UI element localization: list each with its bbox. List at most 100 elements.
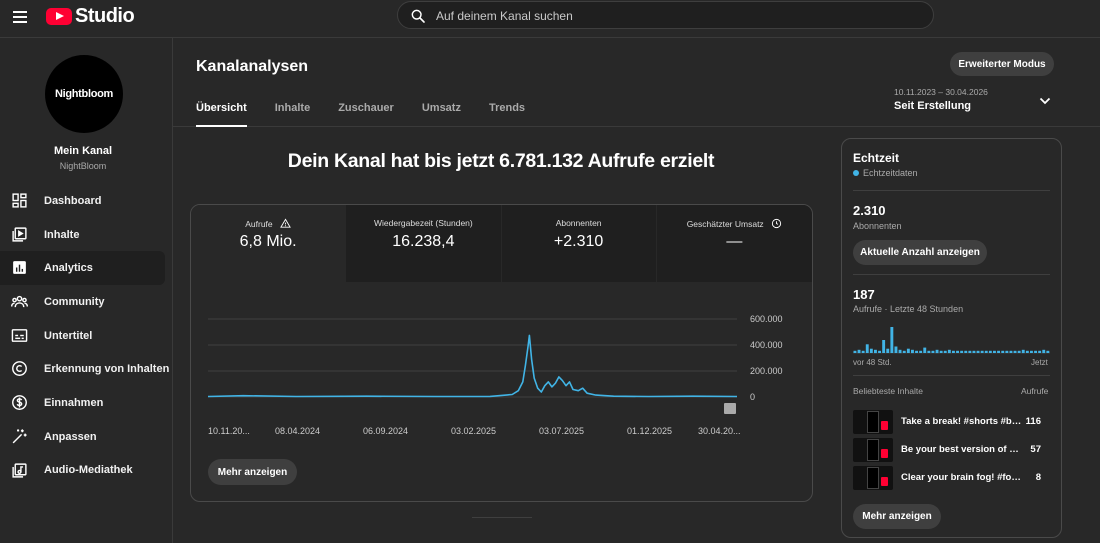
show-more-button[interactable]: Mehr anzeigen xyxy=(208,459,297,485)
realtime-bar[interactable] xyxy=(919,350,923,353)
metric-label: Aufrufe xyxy=(245,219,273,229)
realtime-bar[interactable] xyxy=(931,350,935,353)
realtime-bar[interactable] xyxy=(874,349,877,354)
realtime-bar[interactable] xyxy=(972,350,976,353)
metric-watch-time[interactable]: Wiedergabezeit (Stunden) 16.238,4 xyxy=(346,205,502,282)
realtime-bar[interactable] xyxy=(927,350,931,353)
sidebar-item-analytics[interactable]: Analytics xyxy=(0,251,165,286)
sidebar-item-copyright[interactable]: Erkennung von Inhalten xyxy=(0,352,169,386)
tab-audience[interactable]: Zuschauer xyxy=(338,102,394,114)
tab-trends[interactable]: Trends xyxy=(488,102,526,114)
metric-views[interactable]: Aufrufe 6,8 Mio. xyxy=(191,205,347,282)
sidebar-item-earn[interactable]: Einnahmen xyxy=(0,386,165,420)
search-input[interactable] xyxy=(436,8,916,24)
realtime-bar[interactable] xyxy=(1005,350,1009,353)
realtime-bar[interactable] xyxy=(902,350,906,353)
realtime-bar[interactable] xyxy=(886,348,890,353)
advanced-mode-button[interactable]: Erweiterter Modus xyxy=(950,52,1054,76)
youtube-studio-logo[interactable]: Studio xyxy=(46,5,135,27)
tab-revenue[interactable]: Umsatz xyxy=(421,102,461,114)
realtime-bar[interactable] xyxy=(878,350,881,353)
realtime-bar[interactable] xyxy=(960,350,964,353)
realtime-bar[interactable] xyxy=(890,327,894,353)
realtime-bar[interactable] xyxy=(984,350,988,353)
sidebar-item-content[interactable]: Inhalte xyxy=(0,218,165,252)
realtime-bar[interactable] xyxy=(906,348,910,353)
realtime-bar[interactable] xyxy=(947,349,951,354)
top-video-row[interactable]: Clear your brain fog! #fog #br... 8 xyxy=(853,466,1052,490)
realtime-bar[interactable] xyxy=(894,346,898,354)
date-range-label[interactable]: Seit Erstellung xyxy=(894,100,972,112)
realtime-bar[interactable] xyxy=(915,350,918,353)
menu-icon[interactable] xyxy=(13,11,27,23)
chart-marker-icon[interactable] xyxy=(724,403,736,414)
realtime-bar[interactable] xyxy=(911,349,914,354)
warning-icon[interactable] xyxy=(280,218,291,229)
realtime-bar[interactable] xyxy=(1017,350,1021,353)
realtime-bar[interactable] xyxy=(1038,350,1042,353)
realtime-bar[interactable] xyxy=(882,340,886,353)
realtime-bar[interactable] xyxy=(865,344,869,353)
views-line-chart[interactable]: 600.000 400.000 200.000 0 10.11.20... 08.04.2… xyxy=(191,283,812,453)
chevron-down-icon[interactable] xyxy=(1039,96,1051,106)
sidebar-item-subtitles[interactable]: Untertitel xyxy=(0,319,165,353)
audio-library-icon xyxy=(12,462,27,478)
views-series-line[interactable] xyxy=(207,334,738,398)
sidebar-item-audio-library[interactable]: Audio-Mediathek xyxy=(0,454,165,488)
realtime-bar[interactable] xyxy=(1046,350,1050,353)
metric-revenue[interactable]: Geschätzter Umsatz — xyxy=(656,205,812,282)
realtime-bar[interactable] xyxy=(861,350,865,353)
realtime-bar[interactable] xyxy=(1013,350,1017,353)
realtime-bar[interactable] xyxy=(935,349,939,354)
channel-avatar[interactable]: Nightbloom xyxy=(45,55,123,133)
realtime-bar[interactable] xyxy=(923,347,927,353)
metric-value: 6,8 Mio. xyxy=(239,233,297,250)
page-title: Kanalanalysen xyxy=(196,58,309,75)
sidebar-item-dashboard[interactable]: Dashboard xyxy=(0,184,165,218)
metric-subscribers[interactable]: Abonnenten +2.310 xyxy=(501,205,657,282)
show-more-button[interactable]: Mehr anzeigen xyxy=(853,504,941,529)
realtime-axis-end: Jetzt xyxy=(1031,358,1048,367)
realtime-bar[interactable] xyxy=(898,349,902,354)
clock-icon[interactable] xyxy=(771,218,782,229)
realtime-bar[interactable] xyxy=(943,350,947,353)
date-range: 10.11.2023 – 30.04.2026 xyxy=(894,87,988,97)
realtime-bar[interactable] xyxy=(1001,350,1005,353)
realtime-bar[interactable] xyxy=(853,350,857,353)
realtime-bar[interactable] xyxy=(1042,349,1046,354)
top-video-row[interactable]: Be your best version of your... 57 xyxy=(853,438,1052,462)
realtime-bar[interactable] xyxy=(1009,350,1013,353)
metric-value: +2.310 xyxy=(553,233,604,250)
realtime-bar[interactable] xyxy=(1025,350,1029,353)
top-video-row[interactable]: Take a break! #shorts #bra... 116 xyxy=(853,410,1052,434)
realtime-bar[interactable] xyxy=(869,348,873,353)
realtime-bar[interactable] xyxy=(968,350,972,353)
realtime-bar[interactable] xyxy=(952,350,955,353)
tab-overview[interactable]: Übersicht xyxy=(196,102,247,127)
realtime-bar[interactable] xyxy=(988,350,992,353)
realtime-bar[interactable] xyxy=(1021,349,1025,354)
search-bar[interactable] xyxy=(397,1,934,29)
realtime-bar[interactable] xyxy=(1034,350,1037,353)
realtime-bar[interactable] xyxy=(980,350,984,353)
subscriber-count: 2.310 xyxy=(853,203,886,218)
realtime-bar[interactable] xyxy=(976,350,980,353)
show-live-count-button[interactable]: Aktuelle Anzahl anzeigen xyxy=(853,240,987,265)
views-headline: Dein Kanal hat bis jetzt 6.781.132 Aufru… xyxy=(287,150,715,172)
metric-label: Wiedergabezeit (Stunden) xyxy=(373,218,473,228)
realtime-bar[interactable] xyxy=(993,350,996,353)
sidebar: Nightbloom Mein Kanal NightBloom Dashboa… xyxy=(0,38,173,543)
sidebar-item-label: Analytics xyxy=(44,262,93,275)
tab-content[interactable]: Inhalte xyxy=(274,102,311,114)
search-icon[interactable] xyxy=(410,8,426,24)
sidebar-item-community[interactable]: Community xyxy=(0,285,165,319)
realtime-bar[interactable] xyxy=(997,350,1000,353)
realtime-bar-chart[interactable] xyxy=(853,319,1050,355)
realtime-bar[interactable] xyxy=(939,350,943,353)
community-icon xyxy=(11,295,28,308)
realtime-bar[interactable] xyxy=(1030,350,1033,353)
realtime-bar[interactable] xyxy=(964,350,968,353)
realtime-bar[interactable] xyxy=(956,350,959,353)
realtime-bar[interactable] xyxy=(857,349,861,354)
sidebar-item-customize[interactable]: Anpassen xyxy=(0,420,165,454)
